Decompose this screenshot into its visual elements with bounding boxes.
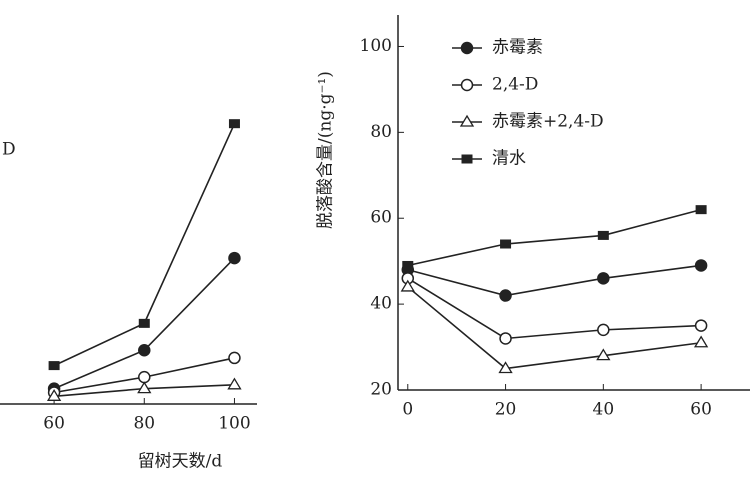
series-line <box>407 208 702 267</box>
data-point <box>499 332 512 345</box>
data-point <box>499 289 512 302</box>
x-tick-label: 20 <box>495 400 517 420</box>
x-tick-label: 60 <box>43 414 65 434</box>
y-tick-label: 60 <box>370 208 392 228</box>
data-point <box>693 335 709 348</box>
data-point <box>138 343 151 357</box>
x-tick-label: 80 <box>133 414 155 434</box>
y-axis-label: 脱落酸含量/(ng·g⁻¹) <box>316 71 336 229</box>
data-point <box>137 381 152 394</box>
legend-marker <box>460 41 474 55</box>
data-point <box>597 323 610 337</box>
legend-label: 赤霉素+2,4-D <box>492 112 604 132</box>
series-line <box>407 264 702 297</box>
legend-marker <box>460 78 474 92</box>
data-point <box>500 239 512 249</box>
series-line <box>53 123 236 367</box>
y-tick-label: 40 <box>370 294 392 314</box>
x-tick-label: 100 <box>218 414 250 434</box>
data-point <box>138 370 151 384</box>
x-tick-label: 0 <box>402 400 413 420</box>
data-point <box>498 361 513 374</box>
data-point <box>694 319 708 332</box>
x-axis-label: 留树天数/d <box>138 452 223 472</box>
data-point <box>402 260 414 270</box>
series-line <box>407 277 702 340</box>
legend-marker <box>459 114 475 127</box>
data-point <box>138 318 150 328</box>
data-point <box>46 389 62 401</box>
x-tick-label: 60 <box>690 400 712 420</box>
y-tick-label: 80 <box>370 122 392 142</box>
data-point <box>228 351 241 365</box>
legend-marker <box>461 154 473 164</box>
x-tick-label: 40 <box>593 400 615 420</box>
legend-label: 2,4-D <box>492 75 538 95</box>
data-point <box>400 279 415 292</box>
data-point <box>48 361 60 371</box>
legend-label: 赤霉素 <box>492 38 543 58</box>
data-point <box>695 205 707 215</box>
data-point <box>228 251 241 265</box>
data-point <box>228 119 240 129</box>
y-tick-label: 100 <box>360 36 392 56</box>
data-point <box>227 377 242 390</box>
data-point <box>694 259 708 272</box>
data-point <box>597 272 610 285</box>
data-point <box>597 230 609 240</box>
legend-label: 清水 <box>492 149 526 169</box>
y-tick-label: 20 <box>370 380 392 400</box>
legend-fragment: D <box>2 140 16 160</box>
data-point <box>596 348 611 361</box>
series-line <box>407 286 702 370</box>
